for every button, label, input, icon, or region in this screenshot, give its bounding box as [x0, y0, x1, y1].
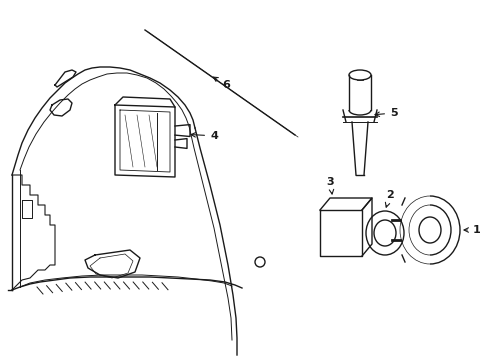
Text: 4: 4 — [191, 131, 218, 141]
Text: 5: 5 — [375, 108, 397, 118]
Text: 1: 1 — [464, 225, 481, 235]
Text: 6: 6 — [214, 77, 230, 90]
Text: 2: 2 — [386, 190, 394, 207]
Text: 3: 3 — [327, 177, 334, 194]
